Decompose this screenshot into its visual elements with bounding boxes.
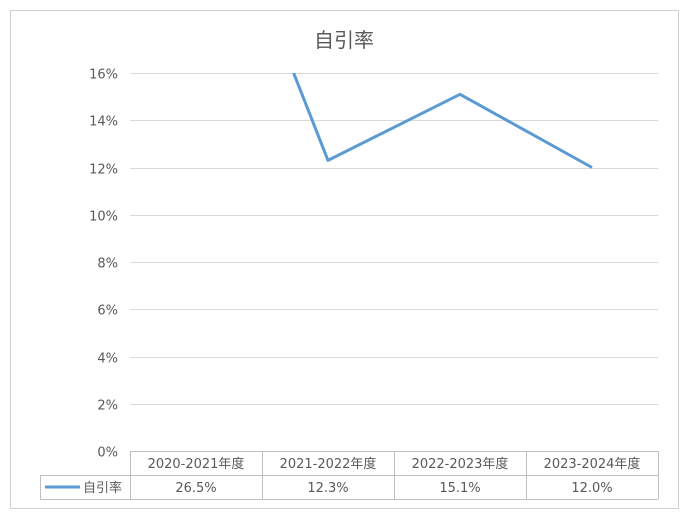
y-tick-label: 8% bbox=[97, 257, 118, 272]
y-tick-label: 16% bbox=[89, 68, 118, 83]
y-tick-label: 12% bbox=[89, 163, 118, 178]
data-table-value: 15.1% bbox=[439, 481, 480, 496]
x-category-label: 2022-2023年度 bbox=[412, 456, 509, 472]
y-tick-label: 14% bbox=[89, 115, 118, 130]
y-tick-label: 0% bbox=[97, 446, 118, 461]
x-category-label: 2021-2022年度 bbox=[280, 456, 377, 472]
y-tick-label: 6% bbox=[97, 304, 118, 319]
data-table-value: 12.3% bbox=[307, 481, 348, 496]
y-tick-label: 4% bbox=[97, 352, 118, 367]
legend-label: 自引率 bbox=[83, 480, 122, 496]
y-tick-label: 2% bbox=[97, 399, 118, 414]
chart-title: 自引率 bbox=[314, 28, 374, 52]
x-category-label: 2020-2021年度 bbox=[148, 456, 245, 472]
y-tick-label: 10% bbox=[89, 210, 118, 225]
data-table-value: 12.0% bbox=[571, 481, 612, 496]
data-table-value: 26.5% bbox=[175, 481, 216, 496]
x-category-label: 2023-2024年度 bbox=[544, 456, 641, 472]
